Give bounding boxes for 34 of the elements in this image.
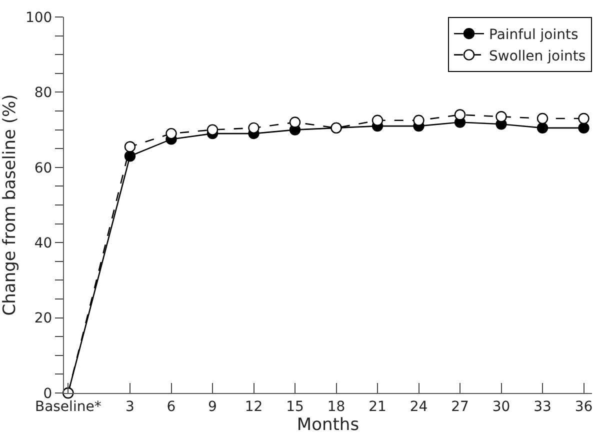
point xyxy=(536,122,548,134)
point xyxy=(536,112,548,124)
x-tick-label: 18 xyxy=(327,398,346,415)
point xyxy=(372,114,384,126)
x-tick-label: 33 xyxy=(534,398,552,415)
legend-label: Swollen joints xyxy=(489,48,586,64)
x-tick-label: 30 xyxy=(492,398,510,415)
y-tick-label: 100 xyxy=(25,10,52,26)
y-tick-label: 20 xyxy=(34,310,52,327)
x-tick-label: 6 xyxy=(166,398,176,415)
x-axis-title: Months xyxy=(296,415,360,436)
point xyxy=(124,141,136,152)
y-tick-label: 60 xyxy=(34,160,52,176)
x-tick-label: 36 xyxy=(574,398,593,415)
x-tick-label: 21 xyxy=(368,398,386,415)
point xyxy=(578,122,590,134)
point xyxy=(454,109,466,120)
point xyxy=(496,111,507,122)
x-tick-label: 24 xyxy=(410,398,428,415)
point xyxy=(578,112,590,124)
y-tick-label: 80 xyxy=(34,85,52,102)
point xyxy=(248,122,260,134)
x-tick-label: 3 xyxy=(126,398,134,415)
x-tick-label: 15 xyxy=(286,398,304,415)
point xyxy=(166,128,177,140)
y-tick-label: 40 xyxy=(34,236,52,252)
x-tick-label: 9 xyxy=(208,398,217,415)
point xyxy=(289,116,301,128)
legend-label: Painful joints xyxy=(489,27,578,44)
point xyxy=(413,114,424,126)
y-axis-title: Change from baseline (%) xyxy=(0,94,20,316)
x-tick-label: 27 xyxy=(451,398,469,415)
x-tick-label: 12 xyxy=(244,398,263,415)
point xyxy=(206,124,218,136)
